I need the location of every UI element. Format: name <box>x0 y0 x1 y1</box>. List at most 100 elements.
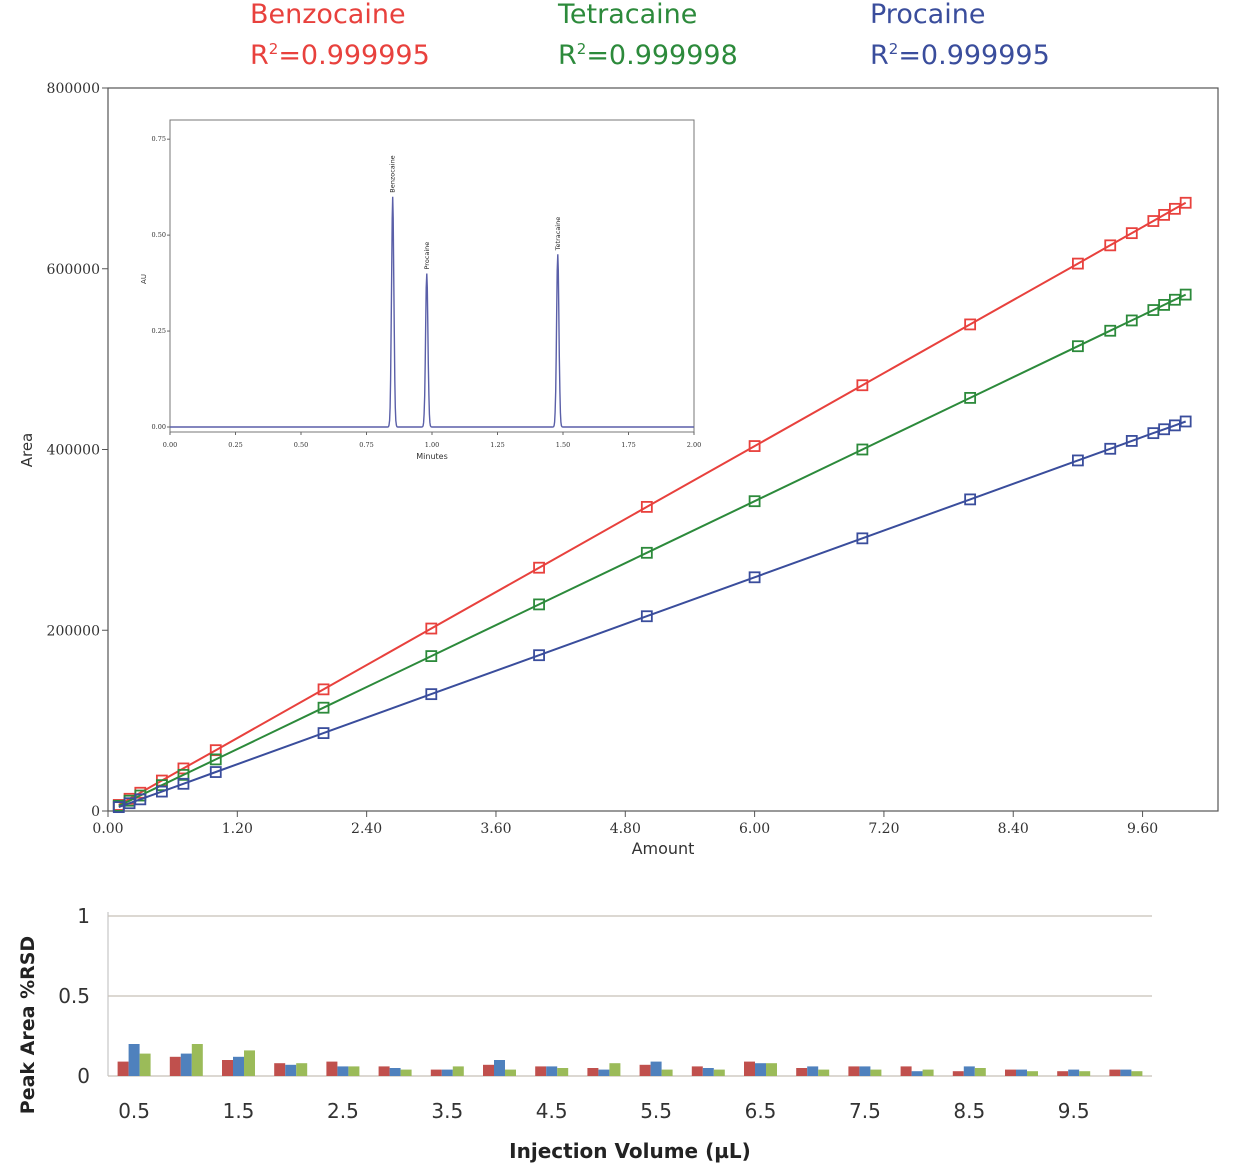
inset-x-tick-label: 0.75 <box>359 441 373 449</box>
data-point-procaine <box>1179 415 1192 428</box>
data-point-procaine <box>209 766 222 778</box>
bar-benzocaine <box>587 1068 599 1076</box>
data-point-benzocaine <box>964 318 977 331</box>
legend-procaine: Procaine R2=0.999995 <box>870 0 1050 73</box>
bar-benzocaine <box>117 1061 129 1076</box>
bar-tetracaine <box>348 1066 360 1076</box>
bar-benzocaine <box>848 1066 860 1076</box>
data-point-tetracaine <box>1072 340 1084 353</box>
data-point-tetracaine <box>155 779 168 792</box>
data-point-procaine <box>425 688 438 701</box>
bar-benzocaine <box>1109 1069 1121 1076</box>
data-point-procaine <box>134 793 147 806</box>
bar-procaine <box>285 1064 297 1076</box>
y-axis-label: Area <box>18 433 36 468</box>
bar-procaine <box>128 1044 140 1076</box>
data-point-tetracaine <box>964 391 977 404</box>
y-tick-label: 600000 <box>47 262 100 278</box>
inset-x-tick-label: 1.50 <box>556 441 570 449</box>
inset-trace-line <box>170 196 694 428</box>
x-tick-label: 3.60 <box>480 821 511 837</box>
bar-procaine <box>859 1066 871 1076</box>
legend-r2: R2=0.999995 <box>870 40 1050 71</box>
series-line-benzocaine <box>118 201 1187 806</box>
bar-tetracaine <box>557 1068 569 1076</box>
data-point-procaine <box>640 610 653 623</box>
inset-x-label: Minutes <box>416 452 448 461</box>
data-point-tetracaine <box>1104 324 1117 337</box>
bar-procaine <box>963 1066 975 1076</box>
data-point-procaine <box>317 727 330 739</box>
legend-name: Procaine <box>870 0 986 30</box>
inset-frame <box>169 119 695 433</box>
inset-x-tick-label: 1.25 <box>490 441 504 449</box>
data-point-benzocaine <box>425 622 438 635</box>
bar-procaine <box>911 1071 923 1076</box>
bar-benzocaine <box>900 1066 912 1076</box>
data-point-procaine <box>177 777 190 790</box>
bar-procaine <box>1068 1069 1080 1076</box>
calibration-chart: 0 200000 400000 600000 800000 0.00 1.20 2.40 3.… <box>18 81 1219 858</box>
bar-procaine <box>389 1068 401 1076</box>
bar-tetracaine <box>1027 1071 1038 1076</box>
bar-procaine <box>807 1066 819 1076</box>
bar-tetracaine <box>922 1069 934 1076</box>
bar-procaine <box>598 1069 610 1076</box>
inset-y-tick-label: 0.75 <box>152 135 166 143</box>
bar-benzocaine <box>796 1068 808 1076</box>
bar-benzocaine <box>274 1063 286 1076</box>
x-tick-label: 2.40 <box>351 821 382 837</box>
x-tick-label: 8.40 <box>998 821 1029 837</box>
bar-tetracaine <box>661 1069 673 1076</box>
data-point-procaine <box>1104 442 1117 455</box>
legend-tetracaine: Tetracaine R2=0.999998 <box>558 0 738 73</box>
data-point-tetracaine <box>856 443 869 456</box>
y-tick-label: 400000 <box>47 443 100 459</box>
bar-benzocaine <box>169 1056 181 1076</box>
inset-chromatogram: 0.00 0.25 0.50 0.75 0.00 0.25 0.50 0.75 1.00 1.2… <box>140 119 701 461</box>
peak-label: Procaine <box>423 242 431 270</box>
y-tick-label: 0 <box>91 804 100 820</box>
bar-procaine <box>702 1068 714 1076</box>
legend-name: Benzocaine <box>250 0 406 30</box>
bar-tetracaine <box>870 1069 882 1076</box>
bar-x-tick-label: 2.5 <box>327 1099 359 1123</box>
inset-x-tick-label: 0.25 <box>228 441 242 449</box>
bar-x-tick-label: 3.5 <box>431 1099 463 1123</box>
data-point-benzocaine <box>1072 257 1084 270</box>
bar-benzocaine <box>691 1066 703 1076</box>
bar-benzocaine <box>326 1061 338 1076</box>
inset-x-tick-label: 1.75 <box>621 441 635 449</box>
x-tick-label: 0.00 <box>92 821 123 837</box>
bar-x-tick-label: 5.5 <box>640 1099 672 1123</box>
bar-tetracaine <box>452 1066 464 1076</box>
bar-benzocaine <box>952 1071 964 1076</box>
series-line-tetracaine <box>118 293 1187 807</box>
series-line-procaine <box>118 420 1187 809</box>
bar-benzocaine <box>483 1064 494 1076</box>
bar-benzocaine <box>639 1064 651 1076</box>
x-tick-label: 9.60 <box>1127 821 1158 837</box>
inset-x-tick-label: 0.50 <box>294 441 308 449</box>
bar-x-tick-label: 7.5 <box>849 1099 881 1123</box>
bar-x-tick-label: 4.5 <box>536 1099 568 1123</box>
data-point-procaine <box>1072 454 1084 467</box>
bar-procaine <box>755 1063 766 1076</box>
data-point-procaine <box>533 649 545 662</box>
data-point-benzocaine <box>1104 239 1117 252</box>
bar-x-tick-label: 9.5 <box>1058 1099 1090 1123</box>
data-point-tetracaine <box>533 598 545 611</box>
bar-benzocaine <box>1057 1071 1069 1076</box>
data-point-tetracaine <box>209 753 222 766</box>
data-point-tetracaine <box>748 495 761 508</box>
x-axis-label: Amount <box>632 839 695 858</box>
bar-tetracaine <box>296 1063 308 1076</box>
data-point-procaine <box>155 785 168 798</box>
bar-x-tick-label: 6.5 <box>745 1099 777 1123</box>
bar-y-tick-label: 0 <box>77 1064 90 1088</box>
legend-r2: R2=0.999995 <box>250 40 430 71</box>
y-tick-label: 800000 <box>47 81 100 97</box>
data-point-tetracaine <box>317 701 330 714</box>
data-point-benzocaine <box>640 500 653 513</box>
bar-procaine <box>494 1060 505 1076</box>
